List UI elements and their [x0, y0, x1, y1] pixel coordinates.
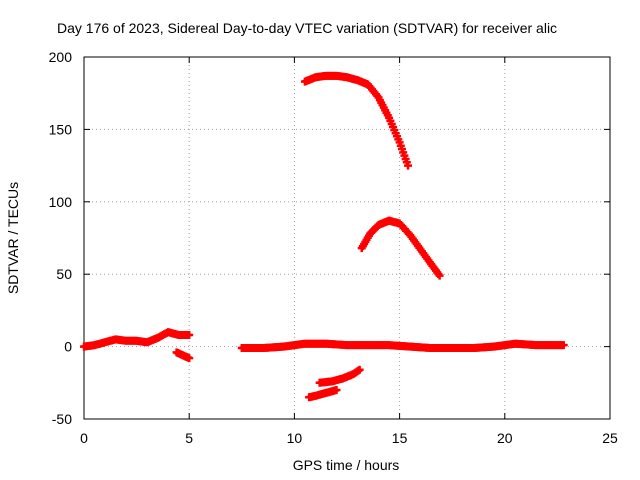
data-point [559, 341, 568, 350]
series-segment-2 [172, 348, 194, 363]
data-point [435, 271, 444, 280]
x-axis-label: GPS time / hours [293, 457, 400, 473]
data-point [404, 161, 413, 170]
data-point [332, 386, 341, 395]
data-markers [80, 71, 568, 402]
series-segment-5 [315, 365, 364, 387]
x-tick-label: 5 [185, 430, 193, 446]
y-tick-label: 50 [56, 266, 72, 282]
plot-frame [83, 56, 611, 420]
x-tick-label: 10 [287, 430, 303, 446]
y-tick-label: -50 [52, 411, 72, 427]
y-axis-label: SDTVAR / TECUs [5, 182, 21, 294]
grid [84, 57, 610, 419]
y-tick-label: 150 [49, 121, 73, 137]
x-tick-label: 25 [602, 430, 618, 446]
series-segment-7 [357, 216, 444, 280]
data-point [185, 354, 194, 363]
y-tick-label: 0 [64, 339, 72, 355]
x-tick-label: 20 [497, 430, 513, 446]
chart-title: Day 176 of 2023, Sidereal Day-to-day VTE… [57, 20, 557, 36]
data-point [185, 331, 194, 340]
x-tick-label: 15 [392, 430, 408, 446]
data-point [355, 365, 364, 374]
y-tick-label: 100 [49, 194, 73, 210]
axis-ticks: 0 5 10 15 20 25 -50 0 50 100 150 200 [49, 49, 618, 446]
series-segment-3 [237, 339, 568, 353]
series-segment-4 [305, 386, 341, 402]
series-segment-1 [80, 328, 194, 351]
x-tick-label: 0 [80, 430, 88, 446]
series-segment-6 [300, 71, 413, 170]
y-tick-label: 200 [49, 49, 73, 65]
